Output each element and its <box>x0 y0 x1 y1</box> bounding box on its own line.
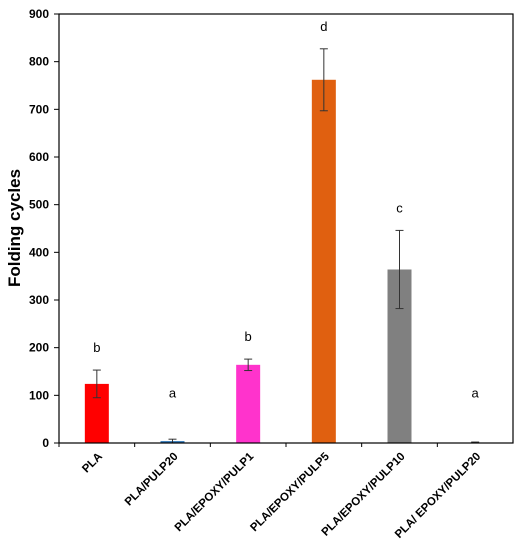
x-tick-label: PLA <box>80 451 105 476</box>
y-tick-label: 300 <box>29 293 49 307</box>
significance-letter: a <box>472 386 480 401</box>
y-tick-label: 400 <box>29 245 49 259</box>
y-tick-label: 500 <box>29 198 49 212</box>
y-tick-label: 700 <box>29 102 49 116</box>
x-axis-ticks: PLA PLA/PULP20PLA/EPOXY/PULP1PLA/EPOXY/PU… <box>58 443 483 541</box>
y-tick-label: 600 <box>29 150 49 164</box>
significance-letter: c <box>396 200 403 215</box>
y-axis-title: Folding cycles <box>5 169 24 287</box>
plot-frame <box>58 13 514 444</box>
y-tick-label: 100 <box>29 388 49 402</box>
y-tick-label: 900 <box>29 7 49 21</box>
bar <box>236 364 261 443</box>
x-tick-label: PLA/EPOXY/PULP1 <box>173 450 257 534</box>
y-tick-label: 200 <box>29 341 49 355</box>
x-tick-label: PLA/PULP20 <box>123 451 181 509</box>
bars <box>84 79 488 444</box>
plot-border <box>58 13 514 444</box>
x-tick-label: PLA/EPOXY/PULP5 <box>248 450 332 534</box>
significance-letters: b a b d c a <box>93 19 479 401</box>
y-tick-label: 0 <box>42 436 49 450</box>
significance-letter: b <box>245 329 252 344</box>
x-tick-label: PLA/EPOXY/PULP10 <box>320 451 408 539</box>
y-tick-label: 800 <box>29 55 49 69</box>
significance-letter: b <box>93 340 100 355</box>
y-axis-ticks: 0 100 200 300 400 500 600 700 800 900 <box>29 7 59 450</box>
x-tick-label: PLA/ EPOXY/PULP20 <box>393 451 483 541</box>
error-bars <box>92 48 480 444</box>
significance-letter: d <box>320 19 327 34</box>
significance-letter: a <box>169 386 177 401</box>
bar <box>311 79 336 443</box>
